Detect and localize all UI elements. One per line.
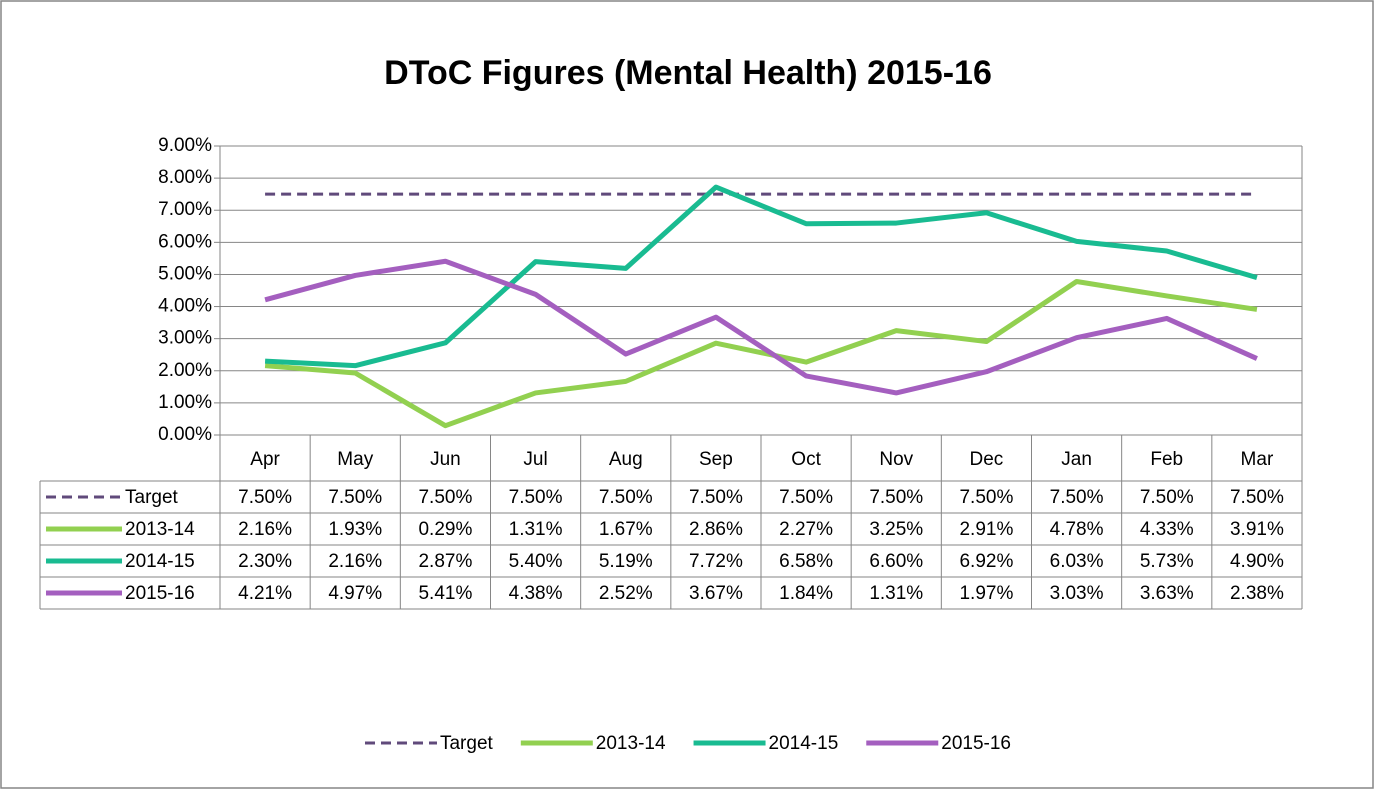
y-tick-label: 3.00% [158, 328, 212, 349]
y-tick-label: 0.00% [158, 424, 212, 445]
y-tick-label: 8.00% [158, 167, 212, 188]
table-value: 1.67% [599, 519, 653, 540]
table-value: 4.21% [238, 583, 292, 604]
x-tick-label: Jan [1061, 449, 1092, 470]
table-row-label: 2013-14 [125, 519, 195, 540]
x-tick-label: Aug [609, 449, 643, 470]
table-value: 5.19% [599, 551, 653, 572]
x-tick-label: Mar [1241, 449, 1274, 470]
table-value: 6.58% [779, 551, 833, 572]
legend-label: 2014-15 [769, 733, 839, 754]
series-line [264, 184, 1258, 369]
table-value: 3.03% [1050, 583, 1104, 604]
table-value: 7.50% [509, 487, 563, 508]
y-tick-label: 5.00% [158, 263, 212, 284]
table-value: 7.50% [418, 487, 472, 508]
y-tick-label: 1.00% [158, 392, 212, 413]
table-value: 3.67% [689, 583, 743, 604]
table-value: 5.41% [418, 583, 472, 604]
x-tick-label: Jul [523, 449, 547, 470]
table-value: 7.50% [959, 487, 1013, 508]
table-row-label: 2014-15 [125, 551, 195, 572]
table-value: 4.38% [509, 583, 563, 604]
legend-label: Target [440, 733, 494, 754]
y-tick-label: 2.00% [158, 360, 212, 381]
table-value: 2.87% [418, 551, 472, 572]
y-tick-label: 6.00% [158, 231, 212, 252]
x-tick-label: May [337, 449, 373, 470]
table-value: 2.91% [959, 519, 1013, 540]
y-tick-label: 4.00% [158, 296, 212, 317]
table-value: 2.30% [238, 551, 292, 572]
table-value: 5.40% [509, 551, 563, 572]
table-value: 4.78% [1050, 519, 1104, 540]
table-value: 2.52% [599, 583, 653, 604]
table-value: 3.91% [1230, 519, 1284, 540]
table-value: 3.63% [1140, 583, 1194, 604]
x-tick-label: Feb [1150, 449, 1183, 470]
series-line [264, 279, 1258, 429]
table-value: 1.93% [328, 519, 382, 540]
table-value: 3.25% [869, 519, 923, 540]
table-value: 1.84% [779, 583, 833, 604]
table-value: 1.31% [509, 519, 563, 540]
table-value: 7.72% [689, 551, 743, 572]
table-value: 7.50% [1230, 487, 1284, 508]
table-value: 6.03% [1050, 551, 1104, 572]
table-value: 2.16% [328, 551, 382, 572]
table-value: 2.16% [238, 519, 292, 540]
table-value: 7.50% [689, 487, 743, 508]
table-value: 7.50% [1140, 487, 1194, 508]
legend-label: 2013-14 [596, 733, 666, 754]
table-value: 7.50% [328, 487, 382, 508]
table-value: 1.31% [869, 583, 923, 604]
table-value: 6.60% [869, 551, 923, 572]
legend-label: 2015-16 [941, 733, 1011, 754]
table-value: 4.90% [1230, 551, 1284, 572]
table-value: 7.50% [599, 487, 653, 508]
table-row-label: 2015-16 [125, 583, 195, 604]
series-line [264, 258, 1258, 396]
table-value: 6.92% [959, 551, 1013, 572]
x-tick-label: Jun [430, 449, 461, 470]
table-value: 7.50% [779, 487, 833, 508]
table-value: 2.27% [779, 519, 833, 540]
x-tick-label: Oct [791, 449, 821, 470]
y-tick-label: 9.00% [158, 135, 212, 156]
x-tick-label: Nov [879, 449, 913, 470]
table-value: 1.97% [959, 583, 1013, 604]
table-row-label: Target [125, 487, 179, 508]
chart-title: DToC Figures (Mental Health) 2015-16 [384, 54, 992, 92]
table-value: 2.86% [689, 519, 743, 540]
table-value: 4.97% [328, 583, 382, 604]
x-tick-label: Dec [970, 449, 1004, 470]
table-value: 7.50% [1050, 487, 1104, 508]
table-value: 0.29% [418, 519, 472, 540]
x-tick-label: Sep [699, 449, 733, 470]
table-value: 4.33% [1140, 519, 1194, 540]
table-value: 5.73% [1140, 551, 1194, 572]
y-tick-label: 7.00% [158, 199, 212, 220]
x-tick-label: Apr [250, 449, 280, 470]
table-value: 7.50% [238, 487, 292, 508]
table-value: 2.38% [1230, 583, 1284, 604]
table-value: 7.50% [869, 487, 923, 508]
